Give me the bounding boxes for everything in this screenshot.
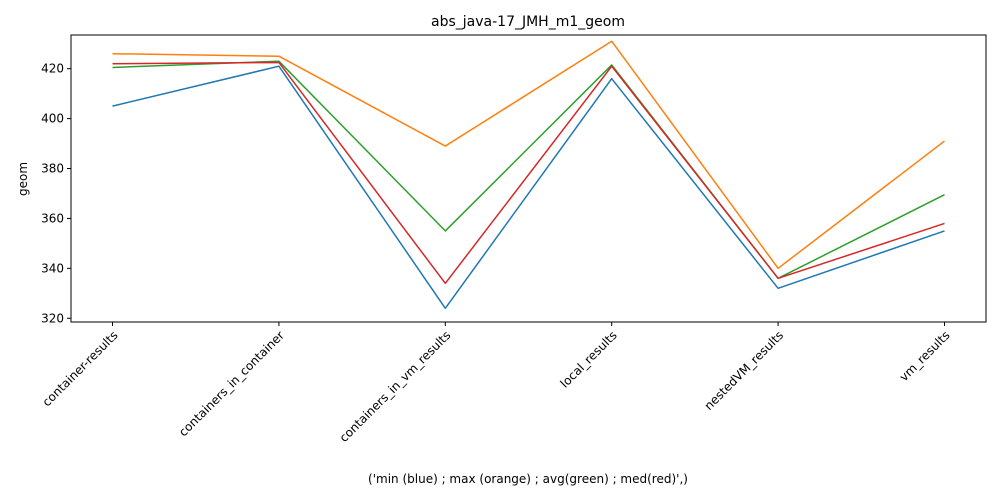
- x-tick-label: containers_in_container: [176, 328, 287, 439]
- x-tick-label: containers_in_vm_results: [337, 328, 454, 445]
- series-line-3: [112, 61, 945, 285]
- series-line-0: [112, 65, 945, 310]
- y-axis-label: geom: [16, 162, 30, 196]
- x-tick-label: container-results: [40, 328, 121, 409]
- y-tick-label: 380: [41, 162, 64, 176]
- y-tick-label: 320: [41, 311, 64, 325]
- y-tick-label: 360: [41, 211, 64, 225]
- series-line-1: [112, 40, 945, 270]
- y-tick-label: 420: [41, 62, 64, 76]
- x-tick-label: local_results: [557, 328, 619, 390]
- ticks-layer: 320 340 360 380 400 420 container-results conta…: [40, 62, 953, 445]
- chart-title: abs_java-17_JMH_m1_geom: [431, 14, 625, 30]
- y-tick-label: 340: [41, 261, 64, 275]
- x-tick-label: vm_results: [897, 328, 953, 384]
- plot-frame: [70, 34, 987, 323]
- x-axis-label: ('min (blue) ; max (orange) ; avg(green)…: [368, 472, 688, 486]
- series-layer: [112, 40, 945, 310]
- x-tick-label: nestedVM_results: [702, 328, 787, 413]
- y-tick-label: 400: [41, 112, 64, 126]
